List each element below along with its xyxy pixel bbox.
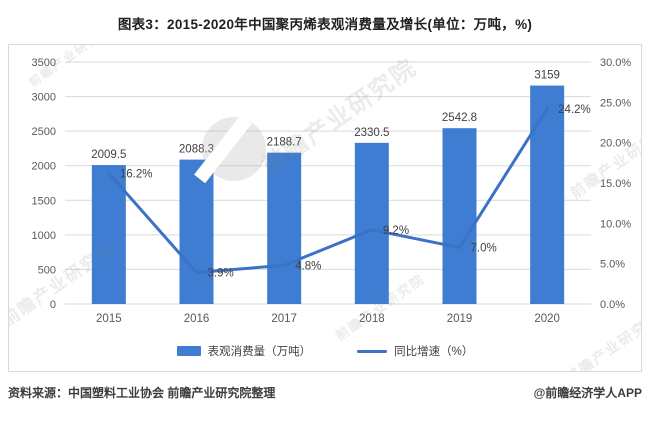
- svg-text:3500: 3500: [32, 57, 56, 69]
- gridlines: [65, 61, 591, 305]
- source-text: 资料来源：中国塑料工业协会 前瞻产业研究院整理: [8, 386, 276, 400]
- svg-text:2000: 2000: [32, 161, 56, 173]
- svg-text:3.9%: 3.9%: [208, 268, 234, 280]
- svg-text:2088.3: 2088.3: [179, 144, 214, 156]
- svg-text:2019: 2019: [447, 313, 473, 325]
- svg-text:16.2%: 16.2%: [120, 168, 153, 180]
- credit-text: @前瞻经济学人APP: [533, 386, 642, 400]
- legend-label-consumption: 表观消费量（万吨）: [207, 346, 312, 358]
- svg-text:3000: 3000: [32, 92, 56, 104]
- svg-text:1500: 1500: [32, 195, 56, 207]
- bar-series-swatch: [176, 346, 201, 356]
- bar: [267, 152, 302, 304]
- svg-text:2188.7: 2188.7: [267, 137, 302, 149]
- svg-text:1000: 1000: [32, 230, 56, 242]
- svg-text:2015: 2015: [96, 313, 122, 325]
- svg-text:10.0%: 10.0%: [600, 218, 631, 230]
- legend-item-consumption[interactable]: 表观消费量（万吨）: [176, 343, 312, 359]
- svg-text:25.0%: 25.0%: [600, 97, 631, 109]
- svg-text:15.0%: 15.0%: [600, 178, 631, 190]
- svg-text:30.0%: 30.0%: [600, 57, 631, 69]
- svg-text:5.0%: 5.0%: [600, 259, 625, 271]
- svg-text:2330.5: 2330.5: [354, 127, 389, 139]
- chart-footer: 资料来源：中国塑料工业协会 前瞻产业研究院整理 @前瞻经济学人APP: [8, 384, 642, 401]
- svg-text:2009.5: 2009.5: [91, 149, 126, 161]
- right-axis-labels: 30.0% 25.0% 20.0% 15.0% 10.0% 5.0% 0.0%: [600, 57, 631, 311]
- svg-text:2542.8: 2542.8: [442, 112, 477, 124]
- svg-text:2500: 2500: [32, 126, 56, 138]
- svg-text:2018: 2018: [359, 313, 385, 325]
- category-labels: 2015 2016 2017 2018 2019 2020: [96, 313, 560, 325]
- left-axis-labels: 3500 3000 2500 2000 1500 1000 500 0: [32, 57, 56, 311]
- bar: [354, 142, 389, 304]
- svg-text:2020: 2020: [534, 313, 560, 325]
- svg-text:24.2%: 24.2%: [558, 104, 591, 116]
- growth-line-labels: 16.2% 3.9% 4.8% 9.2% 7.0% 24.2%: [120, 104, 591, 280]
- chart-legend: 表观消费量（万吨） 同比增速（%）: [9, 333, 641, 369]
- svg-text:2017: 2017: [271, 313, 297, 325]
- bar: [442, 128, 477, 304]
- svg-text:7.0%: 7.0%: [471, 243, 497, 255]
- svg-text:2016: 2016: [184, 313, 210, 325]
- bar: [179, 159, 214, 304]
- bar: [530, 85, 565, 304]
- chart-title: 图表3：2015-2020年中国聚丙烯表观消费量及增长(单位：万吨，%): [117, 17, 533, 32]
- legend-label-growth: 同比增速（%）: [394, 346, 474, 358]
- growth-line: [107, 107, 549, 275]
- svg-text:0: 0: [50, 299, 56, 311]
- svg-text:500: 500: [38, 264, 56, 276]
- consumption-bars: 2009.5 2088.3 2188.7 2330.5 2542.8 3159: [91, 70, 565, 304]
- chart-page: 图表3：2015-2020年中国聚丙烯表观消费量及增长(单位：万吨，%) 前瞻产…: [0, 13, 650, 422]
- svg-text:4.8%: 4.8%: [295, 260, 321, 272]
- svg-text:20.0%: 20.0%: [600, 138, 631, 150]
- chart-panel: 前瞻产业研究院 前瞻产业研究院 前瞻产业研究院 前瞻产业研究院 前瞻产业研究院 …: [8, 44, 642, 372]
- legend-item-growth[interactable]: 同比增速（%）: [357, 343, 473, 359]
- svg-text:3159: 3159: [534, 70, 560, 82]
- combo-chart: 3500 3000 2500 2000 1500 1000 500 0 30.0% 25.0% 20…: [32, 57, 632, 325]
- svg-text:0.0%: 0.0%: [600, 299, 625, 311]
- svg-text:9.2%: 9.2%: [383, 225, 409, 237]
- line-series-swatch: [357, 349, 388, 353]
